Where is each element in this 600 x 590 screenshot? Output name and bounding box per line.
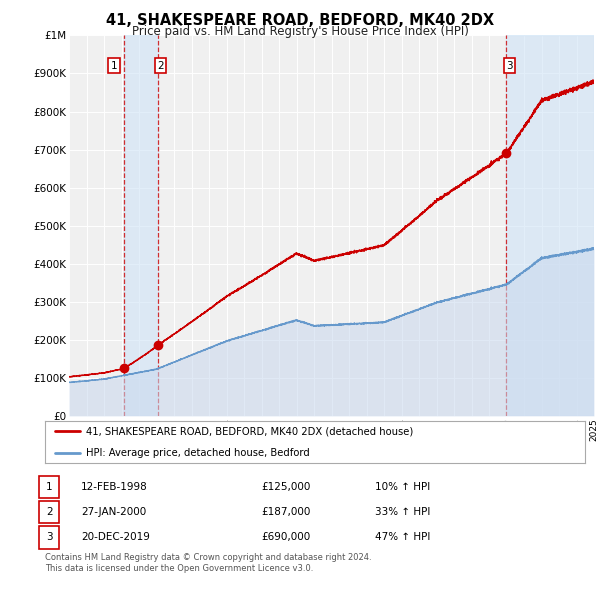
Text: HPI: Average price, detached house, Bedford: HPI: Average price, detached house, Bedf…: [86, 448, 309, 457]
Text: 3: 3: [46, 533, 53, 542]
Text: 2: 2: [157, 61, 164, 71]
Text: 47% ↑ HPI: 47% ↑ HPI: [375, 533, 430, 542]
Text: 10% ↑ HPI: 10% ↑ HPI: [375, 482, 430, 491]
Text: Contains HM Land Registry data © Crown copyright and database right 2024.: Contains HM Land Registry data © Crown c…: [45, 553, 371, 562]
Bar: [506, 35, 594, 416]
Text: 27-JAN-2000: 27-JAN-2000: [81, 507, 146, 517]
Text: 33% ↑ HPI: 33% ↑ HPI: [375, 507, 430, 517]
Text: 1: 1: [46, 482, 53, 491]
Text: Price paid vs. HM Land Registry's House Price Index (HPI): Price paid vs. HM Land Registry's House …: [131, 25, 469, 38]
Bar: [124, 35, 158, 416]
Text: £125,000: £125,000: [261, 482, 310, 491]
Text: 20-DEC-2019: 20-DEC-2019: [81, 533, 150, 542]
Text: £187,000: £187,000: [261, 507, 310, 517]
Text: £690,000: £690,000: [261, 533, 310, 542]
Text: 41, SHAKESPEARE ROAD, BEDFORD, MK40 2DX: 41, SHAKESPEARE ROAD, BEDFORD, MK40 2DX: [106, 13, 494, 28]
Text: This data is licensed under the Open Government Licence v3.0.: This data is licensed under the Open Gov…: [45, 565, 313, 573]
Text: 1: 1: [110, 61, 117, 71]
Text: 2: 2: [46, 507, 53, 517]
Text: 12-FEB-1998: 12-FEB-1998: [81, 482, 148, 491]
Text: 41, SHAKESPEARE ROAD, BEDFORD, MK40 2DX (detached house): 41, SHAKESPEARE ROAD, BEDFORD, MK40 2DX …: [86, 427, 413, 436]
Text: 3: 3: [506, 61, 513, 71]
